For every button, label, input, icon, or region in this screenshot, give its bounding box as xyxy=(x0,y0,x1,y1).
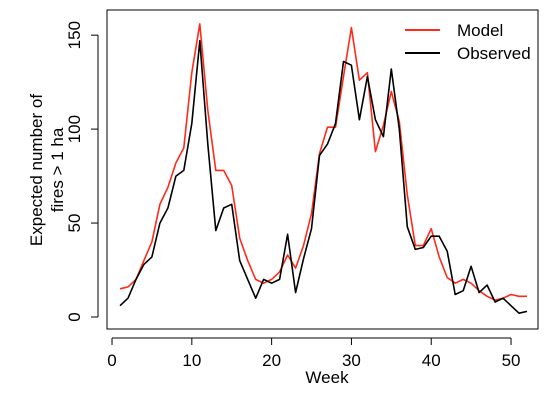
legend-label-observed: Observed xyxy=(457,44,531,63)
x-axis-label: Week xyxy=(305,368,349,387)
y-axis-label: Expected number of fires > 1 ha xyxy=(27,94,67,246)
series-layer xyxy=(119,23,528,315)
y-tick-label: 50 xyxy=(65,214,84,233)
x-tick-label: 50 xyxy=(502,351,521,370)
x-tick-label: 30 xyxy=(342,351,361,370)
series-line-model xyxy=(119,23,527,301)
legend-label-model: Model xyxy=(457,21,503,40)
x-tick-label: 0 xyxy=(107,351,116,370)
series-line-observed xyxy=(119,39,528,315)
y-axis: 0 50 100 150 xyxy=(65,21,99,322)
x-axis: 0 10 20 30 40 50 xyxy=(107,337,521,370)
y-axis-label-line1: Expected number of xyxy=(27,94,46,246)
x-tick-label: 40 xyxy=(422,351,441,370)
y-tick-label: 100 xyxy=(65,115,84,143)
legend: Model Observed xyxy=(405,21,531,63)
y-tick-label: 0 xyxy=(65,312,84,321)
y-tick-label: 150 xyxy=(65,21,84,49)
x-tick-label: 10 xyxy=(182,351,201,370)
x-tick-label: 20 xyxy=(262,351,281,370)
plot-frame xyxy=(106,9,539,330)
y-axis-label-line2: fires > 1 ha xyxy=(48,127,67,212)
